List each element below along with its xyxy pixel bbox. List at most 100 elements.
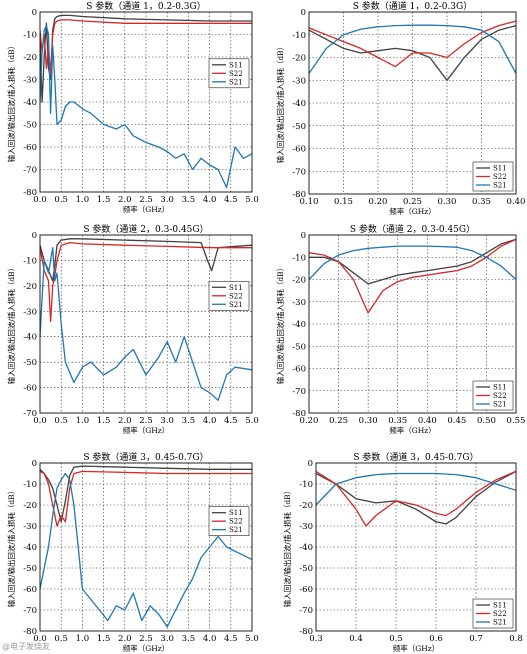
y-tick-label: -50 bbox=[292, 342, 306, 352]
legend-label-s21: S21 bbox=[229, 526, 243, 534]
y-tick-label: -80 bbox=[292, 409, 306, 419]
y-tick-label: -10 bbox=[23, 31, 37, 41]
x-tick-label: 0.5 bbox=[389, 634, 403, 644]
series-line-s21 bbox=[40, 247, 252, 401]
y-tick-label: -50 bbox=[292, 122, 306, 132]
y-tick-label: -10 bbox=[299, 480, 313, 490]
legend-label-s21: S21 bbox=[229, 301, 243, 309]
y-tick-label: -20 bbox=[23, 282, 37, 292]
y-tick-label: -30 bbox=[23, 307, 37, 317]
y-tick-label: -40 bbox=[23, 333, 37, 343]
x-tick-label: 1.0 bbox=[76, 634, 90, 644]
series-line-s21 bbox=[40, 472, 252, 628]
series-line-s22 bbox=[309, 20, 516, 68]
x-tick-label: 2.0 bbox=[118, 416, 132, 426]
y-tick-label: -70 bbox=[292, 387, 306, 397]
x-tick-label: 0.8 bbox=[509, 634, 523, 644]
x-tick-label: 0.35 bbox=[472, 197, 491, 207]
plot-frame bbox=[315, 462, 517, 632]
x-tick-label: 5.0 bbox=[245, 195, 259, 205]
y-tick-label: -30 bbox=[23, 76, 37, 86]
x-tick-label: 3.0 bbox=[160, 416, 174, 426]
x-tick-label: 0.25 bbox=[403, 197, 422, 207]
chart-2: S 参数（通道 1，0.2-0.3G） 0.10 0.15 0.20 0.25 0.30 0… bbox=[275, 0, 525, 216]
y-tick-label: -80 bbox=[23, 188, 37, 198]
chart-title: S 参数（通道 1，0.2-0.3G） bbox=[353, 0, 472, 12]
y-axis-label: 输入回波/输出回波/插入损耗（dB） bbox=[282, 487, 292, 607]
legend-label-s21: S21 bbox=[229, 78, 243, 86]
x-axis-label: 频率（GHz） bbox=[123, 425, 169, 435]
chart-6: S 参数（通道 3，0.45-0.7G） 0.3 0.4 0.5 0.6 0.7 0.8 0 -… bbox=[282, 451, 523, 653]
y-tick-label: -70 bbox=[299, 606, 313, 616]
x-tick-label: 3.0 bbox=[160, 634, 174, 644]
x-tick-label: 1.5 bbox=[97, 634, 111, 644]
x-tick-label: 4.0 bbox=[203, 634, 217, 644]
y-tick-label: 0 bbox=[308, 459, 313, 469]
x-axis-label: 频率（GHz） bbox=[123, 204, 169, 214]
y-tick-label: -60 bbox=[23, 585, 37, 595]
x-tick-label: 0.5 bbox=[54, 634, 68, 644]
chart-3: S 参数（通道 2，0.3-0.45G） 0.0 0.5 1.0 1.5 2.0 2.5 3.… bbox=[6, 223, 259, 435]
x-tick-label: 3.0 bbox=[160, 195, 174, 205]
x-tick-label: 2.5 bbox=[139, 416, 153, 426]
x-tick-label: 0.3 bbox=[309, 634, 323, 644]
x-tick-label: 0.40 bbox=[507, 197, 526, 207]
series-line-s21 bbox=[316, 472, 516, 506]
y-tick-label: -70 bbox=[23, 409, 37, 419]
series-line-s11 bbox=[40, 14, 252, 103]
legend-label-s22: S22 bbox=[493, 610, 507, 618]
legend-label-s11: S11 bbox=[229, 284, 243, 292]
legend-label-s11: S11 bbox=[493, 165, 507, 173]
x-tick-label: 5.0 bbox=[245, 416, 259, 426]
y-tick-label: 0 bbox=[32, 231, 37, 241]
legend-label-s22: S22 bbox=[229, 518, 243, 526]
legend-label-s21: S21 bbox=[493, 401, 507, 409]
legend-label-s11: S11 bbox=[493, 384, 507, 392]
y-tick-label: -50 bbox=[23, 358, 37, 368]
legend-label-s21: S21 bbox=[493, 182, 507, 190]
x-tick-label: 0.25 bbox=[329, 416, 348, 426]
x-tick-label: 0.7 bbox=[469, 634, 483, 644]
series-line-s22 bbox=[40, 470, 252, 527]
x-tick-label: 4.0 bbox=[203, 195, 217, 205]
chart-title: S 参数（通道 1，0.2-0.3G） bbox=[86, 0, 205, 12]
x-tick-label: 3.5 bbox=[182, 634, 196, 644]
x-axis-label: 频率（GHz） bbox=[393, 643, 439, 653]
y-tick-label: -10 bbox=[23, 256, 37, 266]
y-tick-label: -10 bbox=[292, 31, 306, 41]
y-tick-label: -30 bbox=[292, 76, 306, 86]
y-tick-label: -60 bbox=[299, 585, 313, 595]
legend-label-s22: S22 bbox=[229, 292, 243, 300]
x-axis-label: 频率（GHz） bbox=[389, 425, 435, 435]
chart-1: S 参数（通道 1，0.2-0.3G） 0.0 0.5 1.0 1.5 2.0 2.5 3.0… bbox=[6, 0, 259, 214]
x-tick-label: 3.5 bbox=[182, 416, 196, 426]
plot-frame bbox=[39, 11, 253, 193]
y-tick-label: -40 bbox=[23, 543, 37, 553]
x-tick-label: 5.0 bbox=[245, 634, 259, 644]
chart-title: S 参数（通道 3，0.45-0.7G） bbox=[83, 451, 208, 463]
y-tick-label: -60 bbox=[292, 145, 306, 155]
y-tick-label: -50 bbox=[23, 564, 37, 574]
y-tick-label: -50 bbox=[23, 121, 37, 131]
x-tick-label: 0.0 bbox=[33, 416, 47, 426]
y-tick-label: -60 bbox=[23, 143, 37, 153]
y-axis-label: 输入回波/输出回波/插入损耗（dB） bbox=[275, 43, 285, 163]
source-watermark: @电子发烧友 bbox=[2, 642, 50, 651]
x-tick-label: 0.45 bbox=[447, 416, 466, 426]
y-tick-label: -40 bbox=[23, 98, 37, 108]
y-axis-label: 输入回波/输出回波/插入损耗（dB） bbox=[6, 487, 16, 607]
y-tick-label: -80 bbox=[292, 190, 306, 200]
y-tick-label: 0 bbox=[32, 459, 37, 469]
x-tick-label: 0.0 bbox=[33, 634, 47, 644]
y-tick-label: -20 bbox=[292, 276, 306, 286]
x-tick-label: 0.0 bbox=[33, 195, 47, 205]
x-tick-label: 1.0 bbox=[76, 416, 90, 426]
y-tick-label: -40 bbox=[292, 99, 306, 109]
chart-title: S 参数（通道 2，0.3-0.45G） bbox=[350, 223, 475, 235]
series-line-s21 bbox=[309, 24, 516, 74]
y-tick-label: 0 bbox=[32, 8, 37, 18]
series-line-s22 bbox=[316, 470, 516, 527]
x-tick-label: 0.20 bbox=[369, 197, 388, 207]
x-tick-label: 0.5 bbox=[54, 195, 68, 205]
